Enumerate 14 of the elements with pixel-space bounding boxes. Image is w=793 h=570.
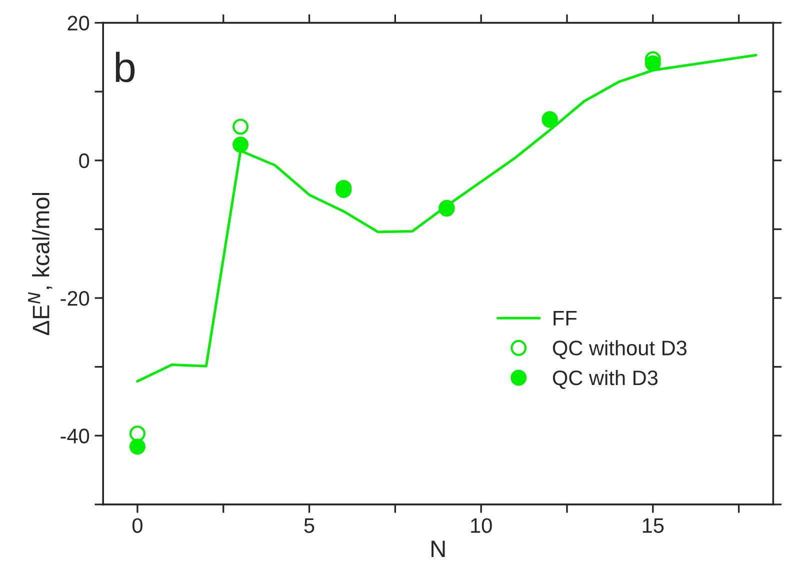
x-tick-label: 10 [471,518,492,533]
y-tick-label: 20 [68,16,90,31]
legend-label: FF [554,311,577,326]
annotation: b [116,52,135,82]
y-axis-title: ΔE$^{N}$, kcal/mol [28,192,52,336]
x-tick-label: 0 [132,518,142,533]
x-tick-label: 5 [304,518,314,533]
y-tick-label: -20 [60,291,90,306]
x-tick-label: 15 [642,518,664,533]
x-axis-title: N [432,540,445,557]
legend-label: QC with D3 [552,370,658,389]
legend-label: QC without D3 [552,340,687,360]
y-tick-label: -40 [60,428,90,444]
y-tick-label: 0 [79,153,90,168]
